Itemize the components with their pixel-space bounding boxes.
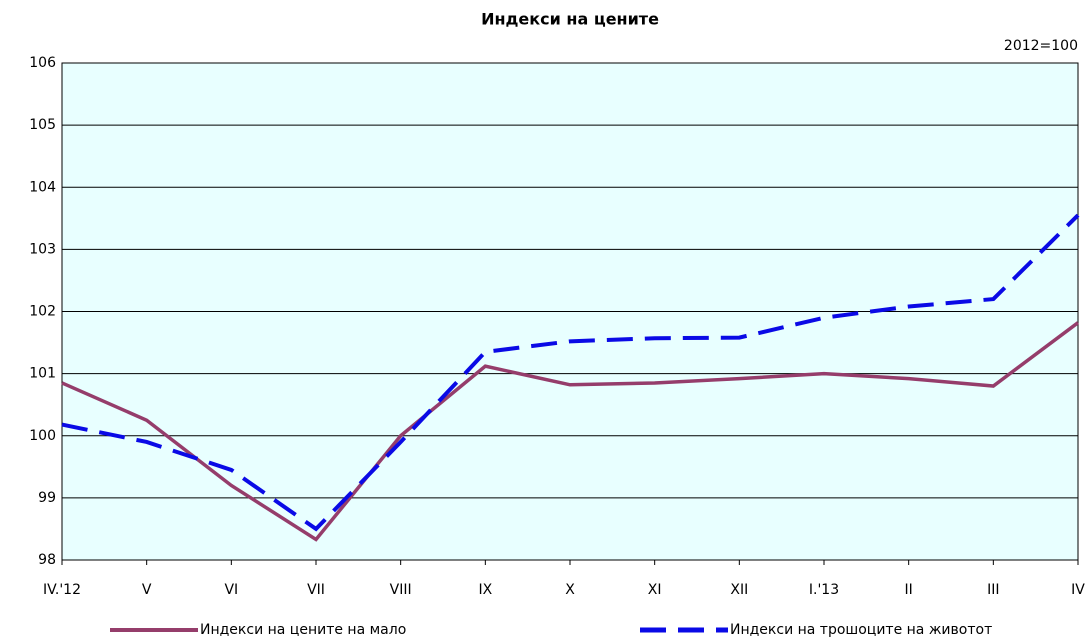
x-tick-label: II (905, 582, 913, 598)
x-tick-label: IV.'12 (43, 582, 81, 598)
x-tick-label: I.'13 (809, 582, 839, 598)
y-tick-label: 105 (29, 117, 56, 133)
x-tick-label: VII (307, 582, 325, 598)
y-tick-label: 104 (29, 179, 56, 195)
y-tick-label: 99 (38, 490, 56, 506)
x-tick-label: XI (648, 582, 662, 598)
x-tick-label: III (987, 582, 999, 598)
y-tick-label: 106 (29, 55, 56, 71)
y-tick-label: 98 (38, 552, 56, 568)
annotation: 2012=100 (1004, 38, 1078, 54)
line-series (61, 321, 1080, 542)
legend-label: Индекси на цените на мало (200, 622, 406, 638)
x-tick-label: IV (1071, 582, 1085, 598)
x-tick-label: VIII (390, 582, 412, 598)
x-tick-label: VI (224, 582, 238, 598)
line-series (61, 213, 1080, 532)
x-tick-label: V (142, 582, 152, 598)
legend-label: Индекси на трошоците на животот (730, 622, 992, 638)
x-tick-label: IX (478, 582, 492, 598)
x-tick-label: X (565, 582, 575, 598)
y-tick-label: 100 (29, 428, 56, 444)
x-tick-label: XII (730, 582, 748, 598)
y-tick-label: 102 (29, 304, 56, 320)
y-tick-label: 101 (29, 366, 56, 382)
chart-title: Индекси на цените (481, 10, 659, 29)
y-tick-label: 103 (29, 241, 56, 257)
